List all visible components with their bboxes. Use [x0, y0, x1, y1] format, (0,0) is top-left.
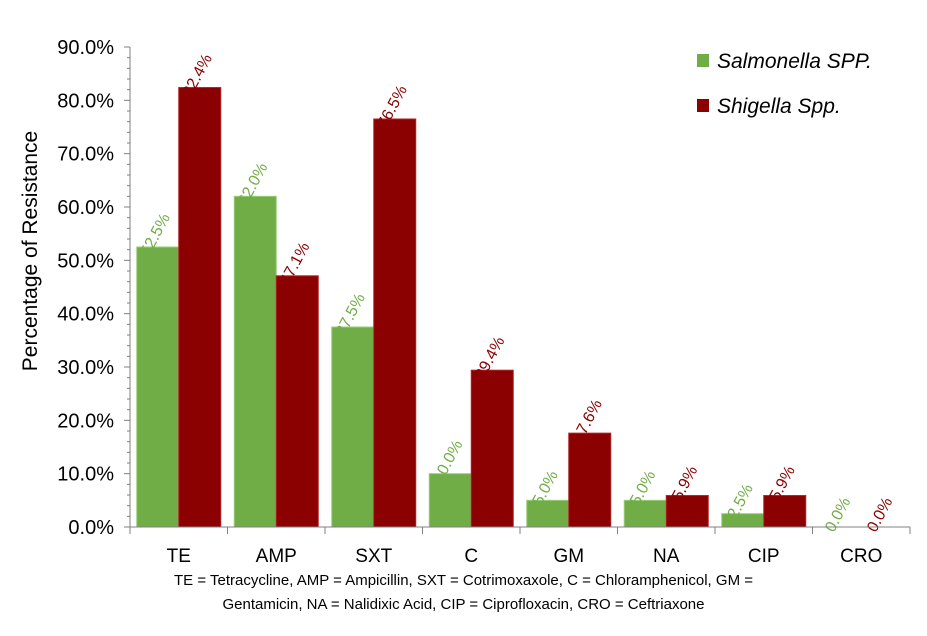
footnote-line-2: Gentamicin, NA = Nalidixic Acid, CIP = C… — [222, 596, 705, 613]
x-tick-label-cro: CRO — [840, 546, 882, 567]
bar-shigella-cip — [763, 495, 807, 528]
x-tick-label-c: C — [464, 546, 478, 567]
legend-swatch-shigella — [697, 99, 709, 112]
legend: Salmonella SPP. Shigella Spp. — [697, 50, 872, 118]
bar-salmonella-c — [428, 473, 472, 528]
x-tick-label-amp: AMP — [256, 546, 297, 567]
bar-shigella-na — [665, 495, 709, 528]
y-tick-label: 20.0% — [57, 410, 114, 432]
bar-salmonella-amp — [233, 195, 277, 528]
y-axis-ticks: 0.0% 10.0% 20.0% 30.0% 40.0% 50.0% 60.0% 70.0% 8… — [57, 37, 130, 539]
x-tick-label-te: TE — [167, 546, 191, 567]
bar-salmonella-te — [136, 246, 180, 528]
bar-salmonella-gm — [526, 499, 570, 528]
y-tick-label: 80.0% — [57, 90, 114, 112]
y-tick-label: 90.0% — [57, 37, 114, 59]
x-tick-label-na: NA — [653, 546, 680, 567]
x-axis-ticks: TE AMP SXT C GM NA CIP CRO — [129, 527, 911, 567]
x-tick-label-cip: CIP — [748, 546, 780, 567]
legend-label-shigella: Shigella Spp. — [717, 95, 841, 118]
x-tick-label-sxt: SXT — [355, 546, 392, 567]
data-label-salmonella-cro: 0.0% — [822, 495, 854, 535]
bar-shigella-gm — [568, 432, 612, 528]
y-tick-label: 60.0% — [57, 197, 114, 219]
bar-shigella-te — [178, 87, 222, 528]
y-tick-label: 10.0% — [57, 464, 114, 486]
legend-label-salmonella: Salmonella SPP. — [717, 50, 872, 73]
bar-shigella-sxt — [373, 118, 417, 528]
y-tick-label: 50.0% — [57, 250, 114, 272]
y-tick-label: 30.0% — [57, 357, 114, 379]
x-tick-label-gm: GM — [553, 546, 584, 567]
bar-shigella-c — [470, 369, 514, 528]
y-tick-label: 0.0% — [68, 517, 114, 539]
data-label-shigella-cro: 0.0% — [864, 495, 896, 535]
bar-shigella-amp — [275, 275, 319, 528]
bars — [136, 87, 807, 528]
legend-swatch-salmonella — [697, 54, 709, 67]
bar-salmonella-sxt — [331, 326, 375, 528]
footnote-line-1: TE = Tetracycline, AMP = Ampicillin, SXT… — [174, 572, 753, 589]
y-tick-label: 40.0% — [57, 304, 114, 326]
y-axis-title: Percentage of Resistance — [19, 131, 42, 371]
bar-salmonella-na — [623, 499, 667, 528]
y-tick-label: 70.0% — [57, 144, 114, 166]
